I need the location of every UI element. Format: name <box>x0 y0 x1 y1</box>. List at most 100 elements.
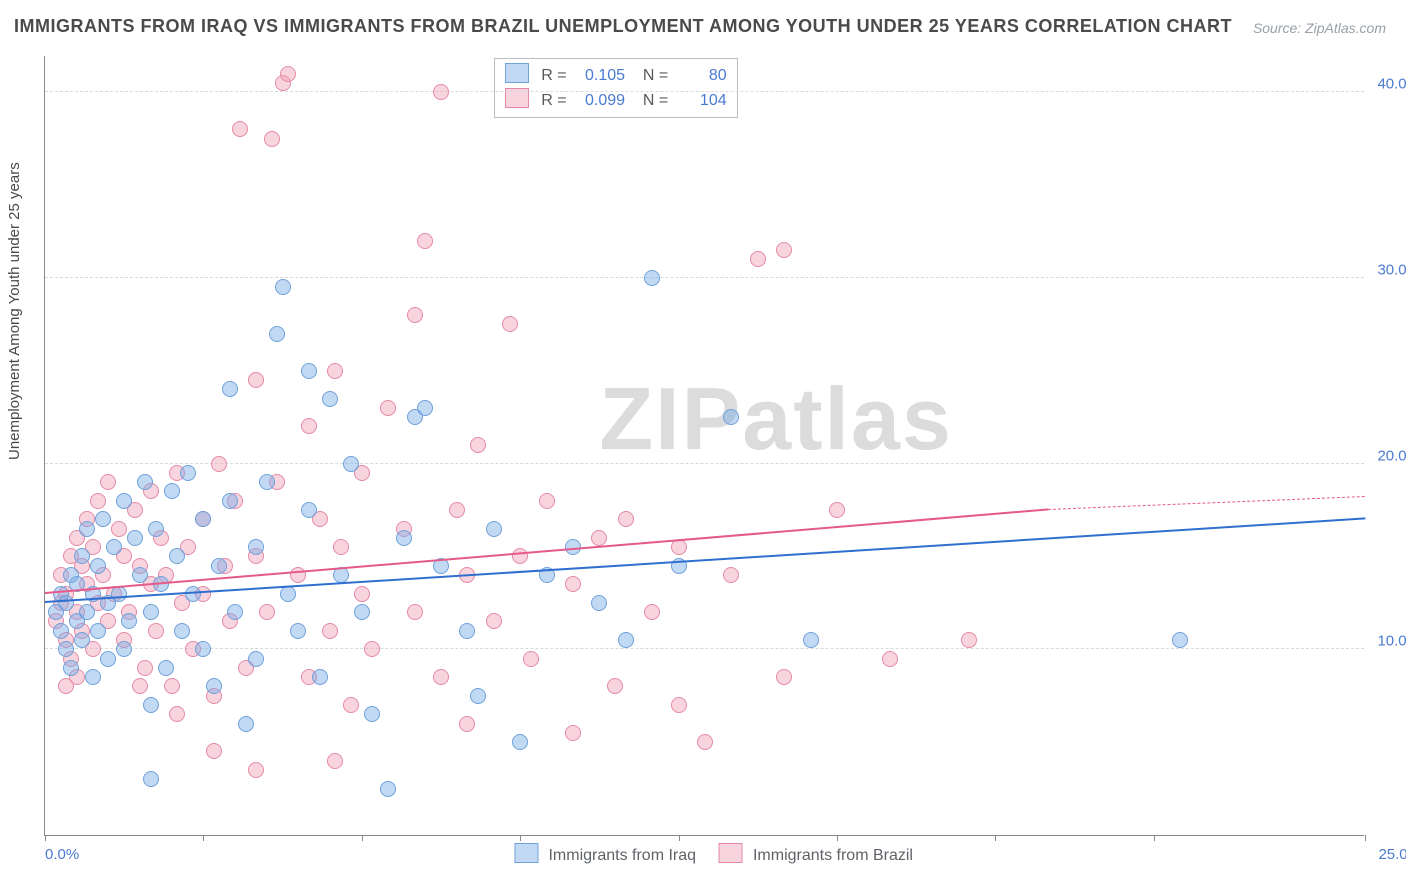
swatch-iraq <box>505 63 529 83</box>
scatter-point <box>116 493 132 509</box>
scatter-point <box>85 669 101 685</box>
trend-line <box>1048 496 1365 510</box>
scatter-point <box>512 734 528 750</box>
scatter-point <box>58 678 74 694</box>
scatter-point <box>364 641 380 657</box>
scatter-point <box>364 706 380 722</box>
scatter-point <box>74 632 90 648</box>
stats-legend: R = 0.105 N = 80 R = 0.099 N = 104 <box>494 58 738 118</box>
scatter-point <box>449 502 465 518</box>
scatter-point <box>512 548 528 564</box>
scatter-point <box>90 558 106 574</box>
scatter-point <box>127 530 143 546</box>
scatter-point <box>222 493 238 509</box>
scatter-point <box>396 530 412 546</box>
scatter-point <box>470 437 486 453</box>
scatter-point <box>486 521 502 537</box>
scatter-point <box>90 493 106 509</box>
scatter-point <box>407 307 423 323</box>
scatter-point <box>169 706 185 722</box>
scatter-point <box>100 651 116 667</box>
scatter-point <box>565 576 581 592</box>
scatter-point <box>290 623 306 639</box>
scatter-point <box>248 372 264 388</box>
chart-title: IMMIGRANTS FROM IRAQ VS IMMIGRANTS FROM … <box>14 16 1232 37</box>
x-tick-label: 0.0% <box>45 846 79 863</box>
scatter-point <box>591 530 607 546</box>
scatter-point <box>618 511 634 527</box>
scatter-point <box>407 604 423 620</box>
scatter-point <box>301 363 317 379</box>
legend-label-iraq: Immigrants from Iraq <box>548 847 696 864</box>
scatter-point <box>301 502 317 518</box>
scatter-point <box>137 660 153 676</box>
scatter-point <box>121 613 137 629</box>
scatter-point <box>264 131 280 147</box>
scatter-point <box>90 623 106 639</box>
scatter-point <box>829 502 845 518</box>
plot-area: ZIPatlas R = 0.105 N = 80 R = 0.099 N = … <box>44 56 1364 836</box>
scatter-point <box>259 474 275 490</box>
scatter-point <box>164 678 180 694</box>
scatter-point <box>618 632 634 648</box>
scatter-point <box>206 743 222 759</box>
scatter-point <box>776 669 792 685</box>
scatter-point <box>301 418 317 434</box>
scatter-point <box>671 697 687 713</box>
scatter-point <box>269 326 285 342</box>
scatter-point <box>280 66 296 82</box>
scatter-point <box>433 84 449 100</box>
value-N-brazil: 104 <box>673 89 727 113</box>
scatter-point <box>354 586 370 602</box>
scatter-point <box>248 762 264 778</box>
scatter-point <box>591 595 607 611</box>
scatter-point <box>259 604 275 620</box>
label-R: R = <box>541 92 566 109</box>
scatter-point <box>63 660 79 676</box>
scatter-point <box>137 474 153 490</box>
watermark: ZIPatlas <box>599 368 952 470</box>
label-N: N = <box>643 92 668 109</box>
y-tick-label: 10.0% <box>1377 633 1406 650</box>
scatter-point <box>95 511 111 527</box>
scatter-point <box>417 233 433 249</box>
scatter-point <box>322 623 338 639</box>
scatter-point <box>211 456 227 472</box>
scatter-point <box>776 242 792 258</box>
scatter-point <box>195 641 211 657</box>
scatter-point <box>961 632 977 648</box>
label-N: N = <box>643 67 668 84</box>
scatter-point <box>111 521 127 537</box>
label-R: R = <box>541 67 566 84</box>
scatter-point <box>607 678 623 694</box>
scatter-point <box>486 613 502 629</box>
scatter-point <box>148 521 164 537</box>
scatter-point <box>459 716 475 732</box>
y-tick-label: 40.0% <box>1377 76 1406 93</box>
scatter-point <box>195 511 211 527</box>
scatter-point <box>343 456 359 472</box>
legend-bottom: Immigrants from Iraq Immigrants from Bra… <box>496 843 913 865</box>
scatter-point <box>238 716 254 732</box>
value-R-iraq: 0.105 <box>571 64 625 88</box>
scatter-point <box>222 381 238 397</box>
scatter-point <box>644 270 660 286</box>
scatter-point <box>143 697 159 713</box>
scatter-point <box>100 474 116 490</box>
scatter-point <box>180 465 196 481</box>
scatter-point <box>206 678 222 694</box>
scatter-point <box>327 753 343 769</box>
scatter-point <box>343 697 359 713</box>
scatter-point <box>232 121 248 137</box>
scatter-point <box>227 604 243 620</box>
scatter-point <box>143 771 159 787</box>
scatter-point <box>380 400 396 416</box>
scatter-point <box>380 781 396 797</box>
scatter-point <box>459 623 475 639</box>
scatter-point <box>158 660 174 676</box>
scatter-point <box>644 604 660 620</box>
scatter-point <box>312 669 328 685</box>
scatter-point <box>433 669 449 685</box>
scatter-point <box>470 688 486 704</box>
scatter-point <box>354 604 370 620</box>
